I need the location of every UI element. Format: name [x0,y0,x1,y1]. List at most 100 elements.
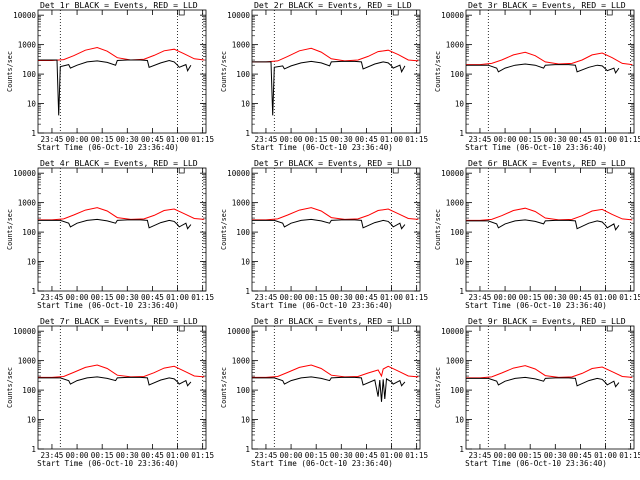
y-tick-label: 1000 [18,357,37,366]
x-tick-label: 23:45 [41,293,64,302]
x-tick-label: 00:15 [91,135,114,144]
x-axis-label: Start Time (06-Oct-10 23:36:40) [37,459,179,468]
x-tick-label: 00:15 [305,135,328,144]
events-series-line [466,376,620,388]
x-tick-label: 01:00 [594,135,617,144]
y-tick-label: 10000 [441,327,464,336]
plot-frame [251,167,421,292]
x-tick-label: 01:15 [405,135,428,144]
x-tick-label: 01:15 [619,451,640,460]
x-tick-label: 01:15 [405,293,428,302]
detector-panel: Det 2r BLACK = Events, RED = LLD 1 10 100 10… [220,0,428,152]
x-tick-label: 00:30 [544,135,567,144]
y-axis-label: Counts/sec [220,209,228,250]
y-tick-label: 1 [459,287,464,296]
x-tick-label: 00:15 [519,451,542,460]
x-axis-label: Start Time (06-Oct-10 23:36:40) [37,301,179,310]
x-axis-label: Start Time (06-Oct-10 23:36:40) [251,301,393,310]
y-tick-label: 10000 [13,11,36,20]
y-tick-label: 10 [27,100,37,109]
x-tick-label: 01:00 [380,135,403,144]
x-tick-label: 01:00 [380,293,403,302]
events-series-line [252,60,406,116]
y-tick-label: 10 [241,416,251,425]
x-tick-label: 01:00 [594,293,617,302]
y-tick-label: 10000 [13,327,36,336]
y-tick-label: 100 [22,228,36,237]
x-tick-label: 01:00 [166,293,189,302]
x-tick-label: 23:45 [469,451,492,460]
x-tick-label: 23:45 [255,135,278,144]
x-tick-label: 00:00 [494,135,517,144]
x-axis-label: Start Time (06-Oct-10 23:36:40) [251,459,393,468]
plot-frame [37,325,207,450]
detector-panel: Det 1r BLACK = Events, RED = LLD 1 10 100 10… [6,0,214,152]
x-tick-label: 00:00 [494,293,517,302]
lld-series-line [252,207,419,221]
events-series-line [466,219,620,231]
x-tick-label: 23:45 [41,135,64,144]
panel-title: Det 3r BLACK = Events, RED = LLD [468,0,626,10]
y-tick-label: 10 [455,416,465,425]
x-tick-label: 23:45 [255,451,278,460]
x-tick-label: 00:15 [305,293,328,302]
y-axis-label: Counts/sec [434,209,442,250]
x-tick-label: 00:00 [280,135,303,144]
x-tick-label: 00:45 [569,451,592,460]
x-tick-label: 00:45 [355,135,378,144]
detector-panel: Det 3r BLACK = Events, RED = LLD 1 10 100 10… [434,0,640,152]
panel-title: Det 8r BLACK = Events, RED = LLD [254,316,412,326]
y-tick-label: 10 [455,258,465,267]
y-tick-label: 1000 [18,41,37,50]
x-axis-label: Start Time (06-Oct-10 23:36:40) [37,143,179,152]
panel-title: Det 1r BLACK = Events, RED = LLD [40,0,198,10]
x-tick-label: 00:45 [569,293,592,302]
y-axis-label: Counts/sec [434,51,442,92]
flag-marker [606,325,613,332]
x-tick-label: 01:00 [594,451,617,460]
x-tick-label: 00:30 [116,451,139,460]
y-tick-label: 100 [236,228,250,237]
detector-panel: Det 8r BLACK = Events, RED = LLD 1 10 100 10… [220,316,428,468]
x-tick-label: 01:00 [166,451,189,460]
lld-series-line [38,46,205,61]
y-tick-label: 100 [22,70,36,79]
lld-series-line [252,47,419,63]
y-tick-label: 100 [236,386,250,395]
x-tick-label: 01:15 [191,293,214,302]
y-tick-label: 10000 [13,169,36,178]
x-tick-label: 00:30 [330,293,353,302]
events-series-line [466,63,620,74]
y-tick-label: 1 [31,445,36,454]
panel-title: Det 2r BLACK = Events, RED = LLD [254,0,412,10]
x-tick-label: 00:00 [280,451,303,460]
y-tick-label: 100 [450,228,464,237]
x-tick-label: 00:45 [141,293,164,302]
detector-panel: Det 6r BLACK = Events, RED = LLD 1 10 100 10… [434,158,640,310]
y-tick-label: 1 [31,129,36,138]
y-axis-label: Counts/sec [6,209,14,250]
panel-title: Det 7r BLACK = Events, RED = LLD [40,316,198,326]
y-tick-label: 100 [450,386,464,395]
detector-panel: Det 9r BLACK = Events, RED = LLD 1 10 100 10… [434,316,640,468]
detector-panel: Det 4r BLACK = Events, RED = LLD 1 10 100 10… [6,158,214,310]
x-tick-label: 00:45 [141,451,164,460]
x-axis-label: Start Time (06-Oct-10 23:36:40) [465,301,607,310]
x-tick-label: 00:30 [330,451,353,460]
x-tick-label: 23:45 [469,293,492,302]
x-axis-label: Start Time (06-Oct-10 23:36:40) [465,459,607,468]
x-tick-label: 00:30 [330,135,353,144]
panel-title: Det 4r BLACK = Events, RED = LLD [40,158,198,168]
panel-title: Det 5r BLACK = Events, RED = LLD [254,158,412,168]
x-tick-label: 00:30 [544,293,567,302]
flag-marker [178,9,185,16]
lld-series-line [38,364,205,378]
plot-frame [37,167,207,292]
y-tick-label: 1 [459,445,464,454]
y-tick-label: 1000 [446,357,465,366]
events-series-line [38,218,192,230]
flag-marker [606,9,613,16]
y-tick-label: 1000 [232,199,251,208]
y-axis-label: Counts/sec [6,51,14,92]
y-tick-label: 1 [31,287,36,296]
